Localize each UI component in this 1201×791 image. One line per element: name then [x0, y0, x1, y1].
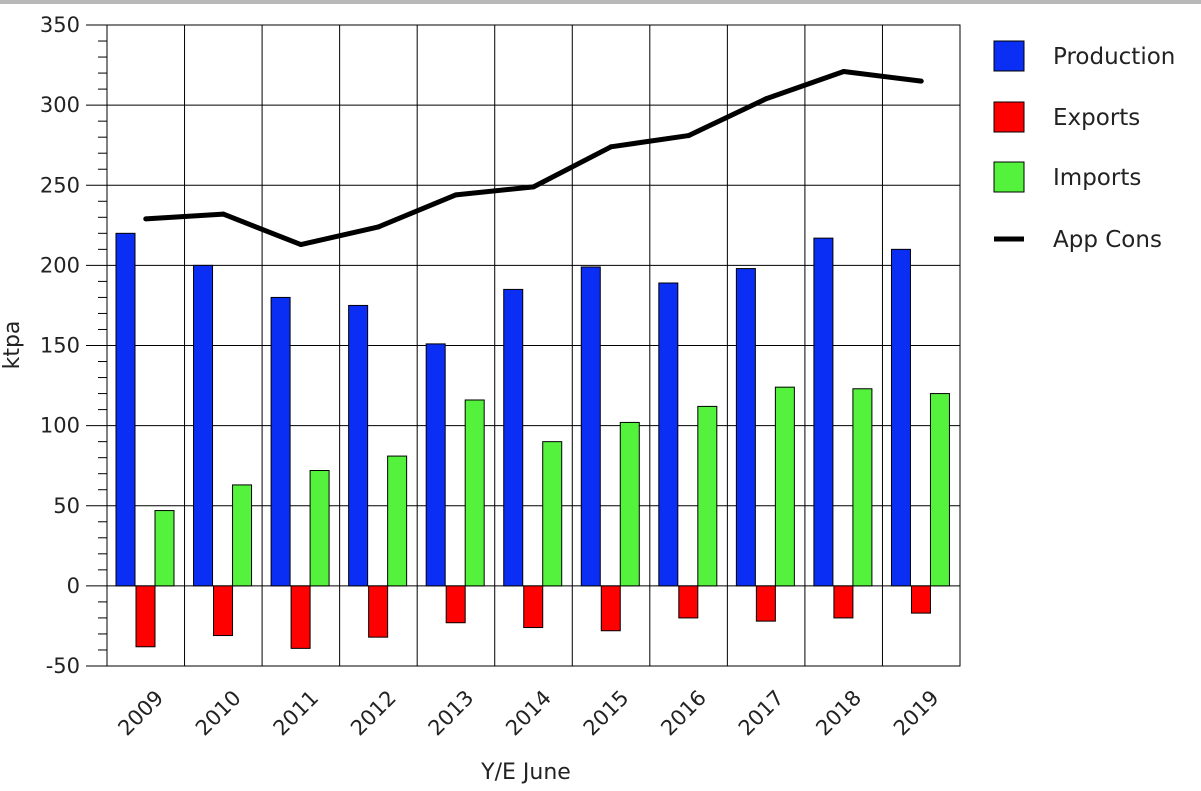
bar-imports: [309, 469, 330, 587]
y-tick-label: 150: [40, 334, 80, 358]
bar-exports: [290, 585, 311, 649]
line-point-app-cons: [453, 192, 459, 198]
y-tick-label: -50: [46, 654, 80, 678]
legend-swatch: [993, 161, 1025, 193]
y-axis-title: ktpa: [0, 321, 25, 370]
line-point-app-cons: [918, 78, 924, 84]
bar-production: [425, 343, 446, 587]
x-tick-label: 2009: [113, 686, 168, 741]
bar-exports: [368, 585, 389, 638]
legend-label: Imports: [1053, 165, 1141, 191]
x-tick-label: 2010: [191, 686, 246, 741]
line-point-app-cons: [763, 96, 769, 102]
bar-imports: [852, 388, 873, 587]
bar-exports: [755, 585, 776, 622]
bar-exports: [523, 585, 544, 629]
x-tick-label: 2011: [269, 686, 324, 741]
bar-imports: [464, 399, 485, 587]
bar-production: [503, 288, 524, 587]
y-tick-label: 0: [67, 574, 80, 598]
bar-exports: [135, 585, 156, 648]
bar-production: [658, 282, 679, 587]
bar-imports: [929, 393, 950, 587]
bar-imports: [542, 441, 563, 587]
x-tick-label: 2018: [811, 686, 866, 741]
bar-imports: [154, 510, 175, 587]
bar-production: [890, 248, 911, 587]
legend-label: Production: [1053, 44, 1175, 70]
x-tick-label: 2019: [889, 686, 944, 741]
legend-label: App Cons: [1053, 227, 1162, 253]
bar-exports: [213, 585, 234, 637]
x-tick-label: 2013: [424, 686, 479, 741]
bar-production: [115, 232, 136, 587]
top-border-line: [0, 0, 1201, 4]
bar-exports: [678, 585, 699, 619]
bar-exports: [445, 585, 466, 624]
line-point-app-cons: [298, 242, 304, 248]
plot-area-border: [106, 24, 961, 667]
x-tick-label: 2017: [734, 686, 789, 741]
x-axis-title: Y/E June: [480, 760, 571, 785]
bar-exports: [600, 585, 621, 632]
legend-swatch: [993, 40, 1025, 72]
line-point-app-cons: [841, 68, 847, 74]
x-tick-label: 2016: [656, 686, 711, 741]
bar-production: [735, 268, 756, 587]
y-tick-label: 100: [40, 414, 80, 438]
line-point-app-cons: [686, 133, 692, 139]
legend-label: Exports: [1053, 105, 1140, 131]
legend-swatch: [993, 101, 1025, 133]
bar-imports: [387, 455, 408, 587]
line-point-app-cons: [220, 211, 226, 217]
bar-imports: [697, 405, 718, 587]
bar-production: [580, 266, 601, 587]
bar-imports: [619, 421, 640, 587]
x-tick-label: 2015: [579, 686, 634, 741]
line-point-app-cons: [143, 216, 149, 222]
bar-exports: [833, 585, 854, 619]
line-point-app-cons: [375, 224, 381, 230]
bar-production: [348, 304, 369, 587]
bar-production: [270, 296, 291, 587]
bar-production: [193, 264, 214, 587]
y-tick-label: 300: [40, 93, 80, 117]
legend: Production Exports Imports App Cons: [993, 40, 1175, 253]
y-tick-label: 250: [40, 173, 80, 197]
x-tick-label: 2014: [501, 686, 556, 741]
x-tick-label: 2012: [346, 686, 401, 741]
bar-imports: [774, 386, 795, 587]
y-tick-label: 50: [53, 494, 80, 518]
y-tick-label: 200: [40, 253, 80, 277]
bar-layer: [115, 232, 950, 649]
y-tick-label: 350: [40, 13, 80, 37]
line-point-app-cons: [531, 184, 536, 190]
bar-exports: [910, 585, 931, 614]
bar-production: [813, 237, 834, 587]
line-point-app-cons: [608, 144, 614, 150]
line-layer: [143, 68, 924, 248]
bar-imports: [232, 484, 253, 587]
